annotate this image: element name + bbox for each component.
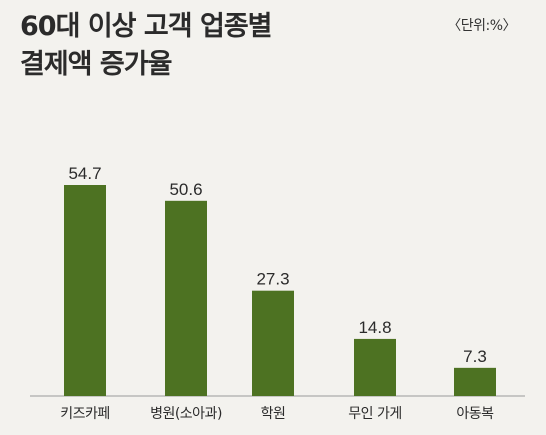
bar-value-label-1: 50.6: [169, 180, 202, 199]
bar-value-label-0: 54.7: [68, 164, 101, 183]
category-label-4: 아동복: [456, 406, 494, 422]
category-label-1: 병원(소아과): [150, 406, 222, 422]
category-label-3: 무인 가게: [348, 406, 401, 422]
bar-value-label-2: 27.3: [256, 270, 289, 289]
bar-value-label-3: 14.8: [358, 318, 391, 337]
bar-3: [354, 338, 396, 396]
bar-2: [252, 290, 294, 396]
unit-label: 〈단위:%〉: [447, 18, 516, 34]
bar-4: [454, 367, 496, 396]
bar-1: [165, 200, 207, 396]
bar-value-label-4: 7.3: [463, 347, 487, 366]
category-label-0: 키즈카페: [60, 406, 110, 422]
category-label-2: 학원: [261, 406, 286, 422]
bar-0: [64, 185, 106, 396]
chart-title: 60대 이상 고객 업종별 결제액 증가율: [20, 11, 273, 80]
